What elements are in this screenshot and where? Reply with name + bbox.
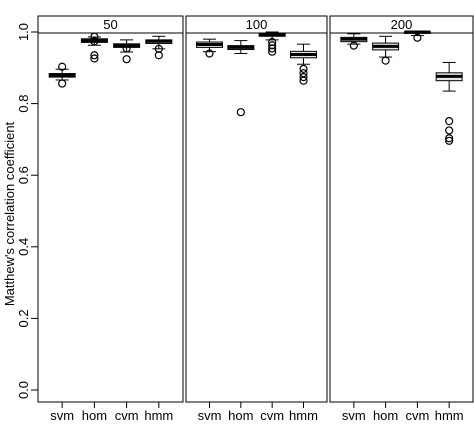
y-tick-label: 1.0 — [16, 23, 31, 41]
outlier-point — [122, 55, 131, 64]
y-tick-label: 0.4 — [16, 238, 31, 256]
panel-200: 200 svm hom cvm hmm — [329, 15, 474, 423]
x-tick-label: cvm — [115, 408, 139, 423]
box-hom — [227, 40, 255, 117]
strip-label: 200 — [391, 17, 413, 32]
x-tick-label: hom — [82, 408, 107, 423]
outlier-point — [58, 79, 67, 88]
box-cvm — [113, 39, 141, 64]
y-tick-label: 0.0 — [16, 381, 31, 399]
outlier-point — [349, 41, 358, 50]
outlier-point — [268, 44, 277, 53]
outlier-point — [445, 134, 454, 143]
y-axis: 0.0 0.2 0.4 0.6 0.8 1.0 — [16, 23, 38, 399]
outlier-point — [381, 56, 390, 65]
outlier-point — [445, 117, 454, 126]
box-svm — [196, 38, 223, 58]
panel-50: 50 svm hom cvm hmm — [37, 15, 184, 423]
outlier-point — [205, 49, 214, 58]
outlier-point — [236, 108, 245, 117]
box-hom — [80, 32, 108, 63]
panel-frame — [185, 32, 328, 403]
box-cvm — [258, 31, 286, 56]
y-axis-label: Matthew's correlation coefficient — [2, 121, 17, 306]
box-svm — [340, 33, 368, 50]
outlier-point — [299, 73, 308, 82]
strip-label: 100 — [246, 17, 268, 32]
x-tick-label: hmm — [435, 408, 464, 423]
outlier-point — [122, 44, 131, 53]
box-svm — [48, 62, 76, 88]
strip-label: 50 — [103, 17, 117, 32]
outlier-point — [413, 33, 422, 42]
x-tick-label: hom — [373, 408, 398, 423]
box-hom — [372, 35, 400, 65]
y-tick-label: 0.6 — [16, 166, 31, 184]
outlier-point — [445, 126, 454, 135]
x-tick-label: svm — [198, 408, 222, 423]
outlier-point — [299, 76, 308, 85]
x-tick-label: hom — [228, 408, 253, 423]
box-cvm — [403, 30, 431, 42]
panel-frame — [329, 32, 474, 403]
box-hmm — [290, 43, 317, 85]
x-tick-label: cvm — [405, 408, 429, 423]
box-hmm — [145, 35, 173, 60]
outlier-point — [90, 32, 99, 41]
panel-100: 100 svm hom cvm hmm — [185, 15, 328, 423]
outlier-point — [268, 47, 277, 56]
outlier-point — [154, 51, 163, 60]
outlier-point — [299, 64, 308, 73]
y-tick-label: 0.8 — [16, 95, 31, 113]
y-tick-label: 0.2 — [16, 309, 31, 327]
panel-frame — [37, 32, 184, 403]
x-tick-label: svm — [50, 408, 74, 423]
outlier-point — [90, 37, 99, 46]
outlier-point — [90, 54, 99, 63]
outlier-point — [445, 136, 454, 145]
x-tick-label: hmm — [289, 408, 318, 423]
x-tick-label: cvm — [260, 408, 284, 423]
box-hmm — [435, 61, 463, 145]
x-tick-label: svm — [342, 408, 366, 423]
outlier-point — [58, 62, 67, 71]
outlier-point — [90, 51, 99, 60]
x-tick-label: hmm — [144, 408, 173, 423]
